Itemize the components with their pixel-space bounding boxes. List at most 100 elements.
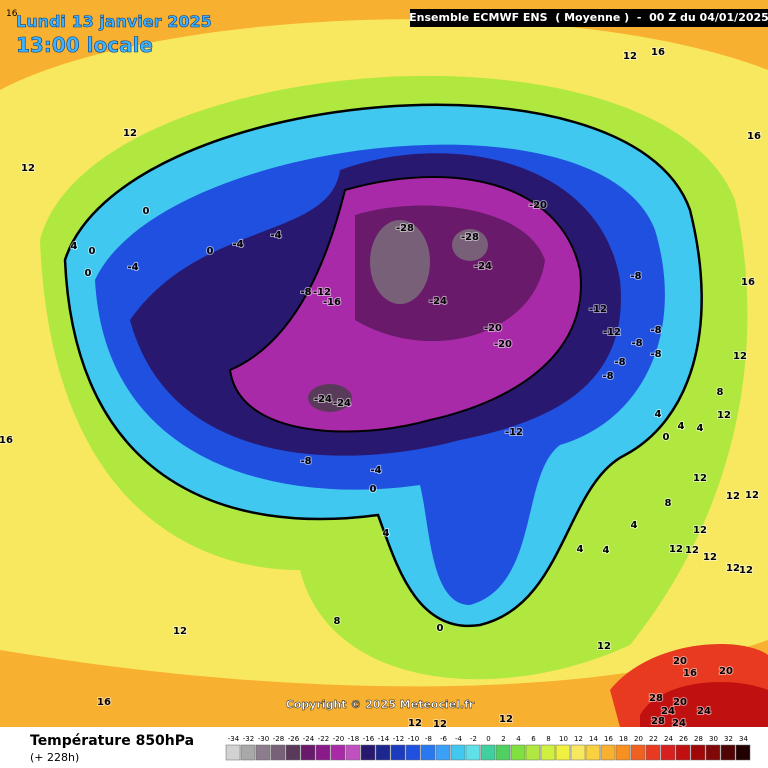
colorbar-tick-label: 16 [604, 735, 613, 743]
contour-label: -12 [589, 304, 607, 315]
color-swatch [735, 744, 751, 761]
color-swatch [420, 744, 436, 761]
color-swatch [315, 744, 331, 761]
color-swatch [615, 744, 631, 761]
color-swatch [360, 744, 376, 761]
colorbar-tick-label: -20 [333, 735, 344, 743]
contour-label: -28 [461, 232, 479, 243]
contour-label: 12 [623, 51, 637, 62]
colorbar-tick-label: -30 [258, 735, 269, 743]
contour-label: 28 [651, 716, 665, 727]
color-swatch [330, 744, 346, 761]
colorbar-tick-label: 26 [679, 735, 688, 743]
color-swatch [525, 744, 541, 761]
contour-label: 12 [703, 552, 717, 563]
color-swatch [225, 744, 241, 761]
contour-label: 28 [649, 693, 663, 704]
contour-label: 0 [663, 432, 670, 443]
contour-label: 20 [673, 697, 687, 708]
color-swatch [375, 744, 391, 761]
contour-label: 4 [577, 544, 584, 555]
contour-label: -24 [314, 394, 332, 405]
colorbar-tick-label: 2 [501, 735, 505, 743]
contour-label: -20 [529, 200, 547, 211]
contour-label: 16 [0, 435, 13, 446]
colorbar-tick-label: -26 [288, 735, 300, 743]
color-swatch [255, 744, 271, 761]
color-swatch [690, 744, 706, 761]
contour-minus-20 [228, 176, 582, 433]
copyright: Copyright © 2025 Meteociel.fr [286, 698, 475, 711]
color-swatch [675, 744, 691, 761]
corner-label: 16 [6, 9, 18, 19]
contour-label: -8 [650, 349, 661, 360]
color-swatch [435, 744, 451, 761]
contour-label: -28 [396, 223, 414, 234]
color-swatch [300, 744, 316, 761]
contour-label: -12 [505, 427, 523, 438]
zone-hot [640, 682, 768, 727]
colorbar-tick-label: -8 [425, 735, 432, 743]
contour-label: 0 [89, 246, 96, 257]
contour-label: -8 [300, 456, 311, 467]
contour-label: 20 [673, 656, 687, 667]
color-swatch [570, 744, 586, 761]
contour-label: 8 [665, 498, 672, 509]
color-swatch [405, 744, 421, 761]
zone-coldest [452, 229, 488, 261]
contour-label: 24 [672, 718, 686, 729]
colorbar-tick-label: 4 [516, 735, 521, 743]
contour-label: -8 [630, 271, 641, 282]
colorbar-tick-label: 22 [649, 735, 658, 743]
colorbar-tick-label: -18 [348, 735, 359, 743]
contour-label: 12 [739, 565, 753, 576]
colorbar-tick-label: -10 [408, 735, 419, 743]
colorbar-tick-label: 8 [546, 735, 550, 743]
contour-label: 16 [683, 668, 697, 679]
contour-label: 20 [719, 666, 733, 677]
contour-label: -8 [631, 338, 642, 349]
color-swatch [705, 744, 721, 761]
title-time: 13:00 locale [16, 33, 153, 57]
contour-label: -8 [614, 357, 625, 368]
color-swatch [390, 744, 406, 761]
color-swatch [720, 744, 736, 761]
contour-label: 4 [678, 421, 685, 432]
contour-label: 4 [655, 409, 662, 420]
colorbar-tick-label: 18 [619, 735, 628, 743]
color-swatch [345, 744, 361, 761]
colorbar-tick-label: 24 [664, 735, 673, 743]
colorbar-tick-label: -2 [470, 735, 477, 743]
header: Ensemble ECMWF ENS ( Moyenne ) - 00 Z du… [409, 11, 768, 24]
contour-label: 8 [717, 387, 724, 398]
contour-label: -24 [429, 296, 447, 307]
colorbar-tick-label: 30 [709, 735, 718, 743]
colorbar-tick-label: 20 [634, 735, 643, 743]
colorbar-tick-label: 32 [724, 735, 733, 743]
colorbar-tick-label: -34 [228, 735, 240, 743]
contour-label: 4 [383, 528, 390, 539]
contour-label: 12 [717, 410, 731, 421]
contour-label: 12 [669, 544, 683, 555]
contour-label: -16 [323, 297, 341, 308]
colorbar-tick-label: 14 [589, 735, 598, 743]
zone-core [308, 384, 352, 412]
colorbar-tick-label: 34 [739, 735, 748, 743]
color-swatch [450, 744, 466, 761]
contour-label: 4 [603, 545, 610, 556]
contour-label: 8 [334, 616, 341, 627]
color-swatch [540, 744, 556, 761]
title-date: Lundi 13 janvier 2025 [16, 12, 212, 31]
header-bar [410, 9, 768, 27]
color-swatch [510, 744, 526, 761]
colorbar-tick-label: -32 [243, 735, 254, 743]
contour-label: -12 [603, 327, 621, 338]
color-swatch [630, 744, 646, 761]
colorbar-tick-label: 28 [694, 735, 703, 743]
contour-label: 0 [370, 484, 377, 495]
contour-label: 12 [433, 719, 447, 730]
contour-label: 24 [661, 706, 675, 717]
legend-title: Température 850hPa [30, 733, 194, 749]
contour-label: -20 [484, 323, 502, 334]
contour-label: 4 [697, 423, 704, 434]
